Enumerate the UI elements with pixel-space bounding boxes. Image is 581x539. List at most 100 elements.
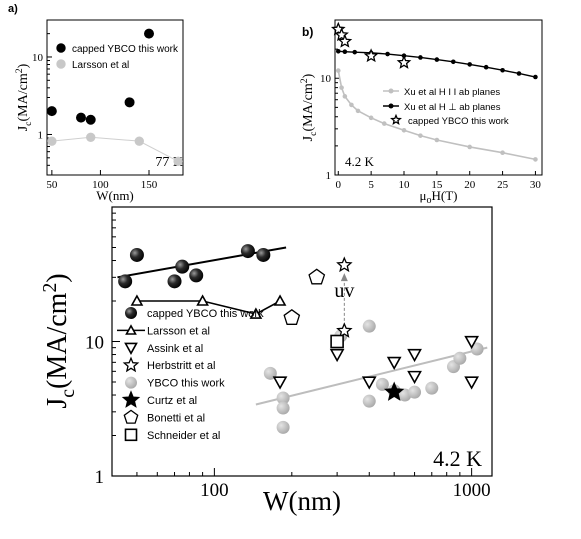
ybco-point (425, 381, 439, 395)
larsson-point (273, 294, 287, 306)
y-tick-label: 1 (95, 467, 105, 488)
xu-perp-point (483, 64, 489, 70)
panel-a-xlabel: W(nm) (96, 188, 134, 203)
uv-label: uv (334, 280, 354, 302)
xlabel-mu: μ (420, 188, 427, 203)
x-tick-label: 15 (431, 179, 443, 191)
assink-point (464, 335, 479, 350)
ylabel-main: J (16, 125, 31, 131)
panel-b: b) 1 10 0 5 10 15 20 25 30 μoH(T) Jc(MA/cm2) 4.2 K Xu… (299, 19, 543, 206)
legend-marker (123, 409, 139, 424)
capped-ybco-star (334, 27, 349, 42)
ylabel-main: J (42, 398, 73, 409)
legend-larsson-label: Larsson et al (72, 60, 129, 71)
bonetti-point (308, 268, 326, 285)
legend-xu-parallel-label: Xu et al H I I ab planes (404, 87, 500, 98)
x-tick-label: 20 (464, 179, 476, 191)
ybco-point (408, 385, 422, 399)
ylabel-close: ) (16, 63, 31, 68)
capped-ybco-point (129, 247, 144, 262)
xu-perp-point (500, 67, 505, 73)
xu-perp-point (418, 55, 423, 60)
xu-perp-point (516, 71, 522, 76)
xu-parallel-point (500, 150, 505, 156)
xu-parallel-line (337, 70, 536, 161)
xu-parallel-point (339, 85, 344, 90)
larsson-point (134, 136, 144, 146)
legend-capped-label: capped YBCO this work (408, 116, 509, 127)
ybco-point (470, 342, 484, 356)
main-ylabel: Jc(MA/cm2) (40, 273, 79, 408)
main-xlabel: W(nm) (263, 486, 341, 516)
main-annotation: 4.2 K (433, 446, 482, 471)
capped-ybco-point (175, 259, 190, 274)
xu-perp-point (434, 57, 440, 62)
legend-marker (121, 390, 141, 408)
xu-parallel-point (381, 121, 387, 126)
x-tick-label: 1000 (453, 480, 491, 501)
assink-point (407, 348, 422, 363)
ybco-point (276, 420, 290, 434)
ybco-fit-line (255, 346, 488, 406)
y-tick-label: 1 (326, 170, 332, 182)
capped-ybco-point (240, 244, 255, 259)
capped-ybco-point (167, 274, 182, 289)
uv-arrow-head (340, 273, 348, 282)
legend-label: Herbstritt et al (147, 360, 215, 372)
xu-perp-point (342, 49, 348, 55)
ylabel-unit: (MA/cm (42, 292, 73, 389)
panel-b-ylabel: Jc(MA/cm2) (299, 73, 319, 141)
xu-parallel-point (368, 115, 374, 121)
legend-capped-label: capped YBCO this work (72, 44, 179, 55)
larsson-point (249, 307, 263, 319)
x-tick-label: 100 (200, 480, 229, 501)
panel-b-annotation: 4.2 K (345, 154, 375, 169)
ylabel-superscript: 2 (299, 78, 310, 83)
x-tick-label: 5 (368, 179, 374, 191)
assink-point (361, 376, 377, 390)
legend-gray-marker (388, 88, 394, 94)
x-tick-label: 100 (92, 179, 109, 191)
ylabel-superscript: 2 (14, 68, 25, 73)
xu-parallel-point (533, 157, 538, 162)
y-tick-label: 10 (85, 333, 104, 354)
legend-marker (124, 428, 138, 442)
y-tick-label: 10 (32, 52, 44, 64)
bonetti-point (283, 308, 301, 325)
ylabel-close: ) (42, 273, 73, 282)
ylabel-subscript: c (308, 131, 319, 136)
xu-perp-point (533, 74, 538, 80)
panel-b-frame (334, 19, 543, 176)
x-tick-label: 50 (46, 179, 58, 191)
xu-perp-point (352, 49, 358, 55)
ylabel-superscript: 2 (40, 283, 61, 293)
legend-capped-marker (56, 43, 66, 53)
legend-black-marker (388, 103, 394, 109)
larsson-line (136, 300, 281, 315)
legend-label: Larsson et al (147, 325, 210, 337)
capped-ybco-point (256, 247, 271, 262)
panel-main: 1 10 100 1000 W(nm) Jc(MA/cm2) 4.2 K uv capped Y… (40, 206, 493, 516)
larsson-point (47, 136, 57, 146)
legend-marker (122, 356, 140, 373)
panel-b-label: b) (302, 25, 313, 39)
xlabel-subscript: o (426, 195, 431, 206)
legend-label: YBCO this work (147, 378, 225, 390)
larsson-point (130, 294, 144, 306)
xu-perp-point (335, 48, 341, 54)
legend-star-marker (390, 113, 402, 125)
assink-point (407, 370, 422, 385)
legend-marker (125, 376, 137, 389)
y-tick-label: 1 (38, 129, 44, 141)
capped-ybco-star (363, 48, 379, 63)
xu-perp-point (467, 62, 473, 67)
xu-parallel-point (434, 137, 440, 143)
legend-label: Bonetti et al (147, 412, 205, 424)
legend-label: Curtz et al (147, 395, 197, 407)
assink-point (329, 348, 345, 363)
legend-marker (125, 324, 137, 335)
ybco-point (362, 319, 376, 333)
xu-perp-line (338, 50, 536, 78)
